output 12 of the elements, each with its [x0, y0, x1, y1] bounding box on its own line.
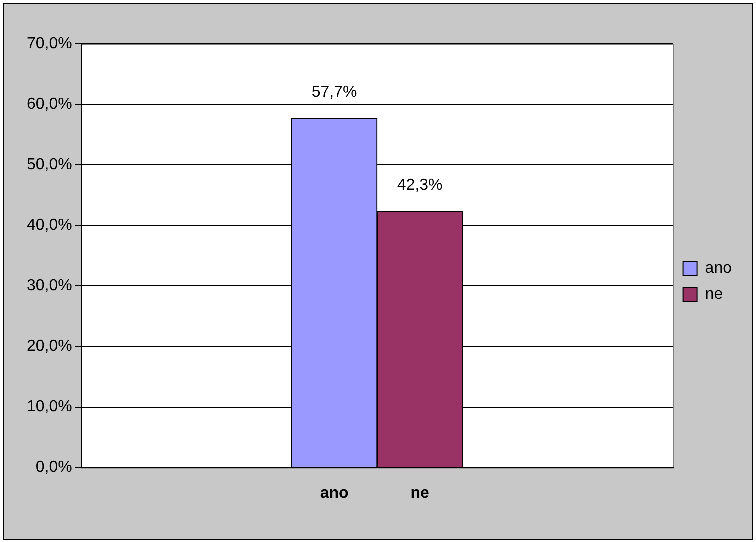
legend-label: ne [705, 286, 724, 303]
y-tick-label: 70,0% [26, 35, 72, 52]
y-tick-label: 20,0% [26, 338, 72, 356]
data-label: 42,3% [397, 177, 443, 194]
data-label: 57,7% [312, 84, 358, 101]
y-tick-label: 60,0% [26, 96, 72, 113]
y-tick-label: 0,0% [36, 459, 72, 476]
y-tick-label: 50,0% [26, 156, 72, 174]
y-tick-label: 40,0% [26, 217, 72, 234]
y-tick-label: 10,0% [26, 398, 72, 416]
y-tick-label: 30,0% [26, 278, 72, 295]
legend-label: ano [705, 260, 732, 277]
